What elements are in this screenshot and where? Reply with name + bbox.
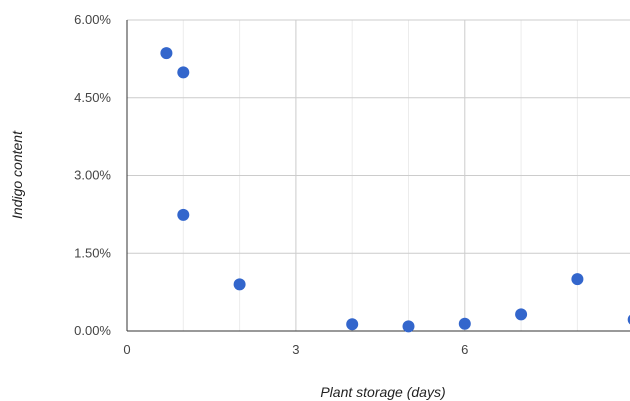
- tick-labels: 0.00% 1.50% 3.00% 4.50% 6.00% 0 3 6: [74, 12, 468, 357]
- data-points: [160, 47, 630, 333]
- y-tick-label: 4.50%: [74, 90, 111, 105]
- data-point: [177, 208, 190, 221]
- data-point: [346, 318, 359, 331]
- data-point: [458, 317, 471, 330]
- y-tick-label: 3.00%: [74, 168, 111, 183]
- y-tick-label: 0.00%: [74, 323, 111, 338]
- y-axis-title: Indigo content: [9, 130, 25, 219]
- data-point: [402, 320, 415, 333]
- y-tick-label: 6.00%: [74, 12, 111, 27]
- data-point: [515, 308, 528, 321]
- x-axis-title: Plant storage (days): [320, 384, 445, 400]
- x-tick-label: 6: [461, 342, 468, 357]
- data-point: [160, 47, 173, 60]
- x-tick-label: 0: [123, 342, 130, 357]
- gridlines: [127, 19, 630, 331]
- y-tick-label: 1.50%: [74, 245, 111, 260]
- x-tick-label: 3: [292, 342, 299, 357]
- data-point: [571, 273, 584, 286]
- axes: [126, 20, 630, 332]
- data-point: [177, 66, 190, 79]
- data-point: [233, 278, 246, 291]
- data-point: [627, 314, 630, 325]
